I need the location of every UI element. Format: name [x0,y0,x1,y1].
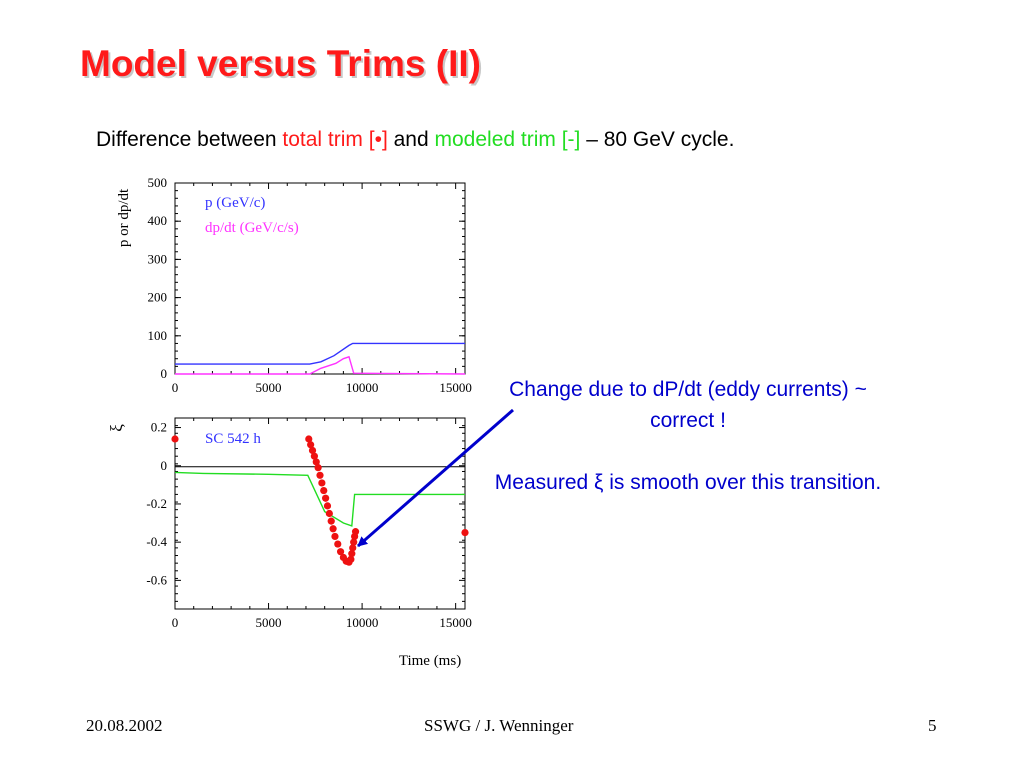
x-tick-label: 5000 [256,380,282,395]
y-tick-label: 400 [148,213,168,228]
chart-momentum-ticks: 0 5000 10000 15000 0 100 200 300 400 500 [148,175,472,395]
y-tick-label: 100 [148,328,168,343]
chart-momentum-ylabel: p or dp/dt [116,188,132,247]
total-trim-point [349,544,357,552]
total-trim-point [325,509,333,518]
subtitle-total-trim: total trim [•] [282,128,388,151]
total-trim-point [322,494,330,502]
y-tick-label: 500 [148,175,168,190]
subtitle-prefix: Difference between [96,128,283,151]
total-trim-point [305,435,313,443]
legend-dpdt: dp/dt (GeV/c/s) [205,220,299,236]
y-tick-label: 0.2 [151,420,167,435]
total-trim-point [310,452,318,460]
chart-chromaticity-ylabel: ξ [107,424,126,432]
dp-dt-gev-c-s-line [175,355,466,375]
chart-chromaticity-xlabel: Time (ms) [399,653,461,669]
subtitle-modeled-trim: modeled trim [-] [434,128,581,151]
x-tick-label: 15000 [439,615,472,630]
p-gev-c-line [175,342,465,365]
x-tick-label: 5000 [256,615,282,630]
chart-momentum: 0 5000 10000 15000 0 100 200 300 400 500 p or dp/… [116,175,472,395]
annotation-arrow [357,408,514,548]
chart-chromaticity-frame [174,417,466,610]
y-tick-label: -0.2 [146,496,167,511]
total-trim-point [171,435,179,443]
x-tick-label: 10000 [346,380,379,395]
total-trim-point [312,458,320,466]
legend-momentum: p (GeV/c) [205,195,265,211]
total-trim-point [351,528,360,536]
modeled-trim-line [174,471,465,527]
slide-title: Model versus Trims (II) [80,43,481,84]
y-tick-label: -0.6 [146,572,167,587]
x-tick-label: 15000 [439,380,472,395]
x-tick-label: 10000 [346,615,379,630]
x-tick-label: 0 [172,615,179,630]
chart-momentum-series [175,342,466,375]
total-trim-point [331,532,339,541]
total-trim-point [323,502,332,510]
slide-subtitle: Difference between total trim [•] and mo… [96,128,734,152]
note-measured-xi: Measured ξ is smooth over this transitio… [494,471,882,494]
subtitle-and: and [387,128,435,151]
y-tick-label: 0 [161,366,168,381]
total-trim-point [327,517,335,525]
total-trim-point [334,540,342,548]
footer-date: 20.08.2002 [86,716,163,735]
y-tick-label: 200 [148,290,168,305]
total-trim-point [461,529,469,537]
annotation-notes: Change due to dP/dt (eddy currents) ~ co… [490,374,886,498]
total-trim-point [308,446,317,455]
total-trim-point [320,486,328,495]
footer-author: SSWG / J. Wenninger [424,716,574,735]
total-trim-point [350,538,358,546]
total-trim-point [347,555,355,563]
chart-chromaticity-series [171,435,469,566]
subtitle-suffix: – 80 GeV cycle. [580,128,735,151]
total-trim-point [316,471,324,479]
x-tick-label: 0 [172,380,179,395]
total-trim-point [318,479,326,487]
total-trim-point [348,550,356,558]
y-tick-label: 300 [148,251,168,266]
total-trim-point [336,548,345,556]
total-trim-point [329,525,337,533]
note-eddy-currents: Change due to dP/dt (eddy currents) ~ co… [509,378,867,432]
footer-page-number: 5 [928,716,937,735]
chart-momentum-frame [174,182,466,375]
chart-chromaticity: 0 5000 10000 15000 0.2 0 -0.2 -0.4 -0.6 ξ SC 542… [107,417,472,669]
chart-chromaticity-ticks: 0 5000 10000 15000 0.2 0 -0.2 -0.4 -0.6 [146,417,472,630]
y-tick-label: 0 [161,458,168,473]
total-trim-point [307,441,315,449]
total-trim-point [314,464,322,472]
chart-chromaticity-annotation: SC 542 h [205,431,261,447]
y-tick-label: -0.4 [146,534,167,549]
